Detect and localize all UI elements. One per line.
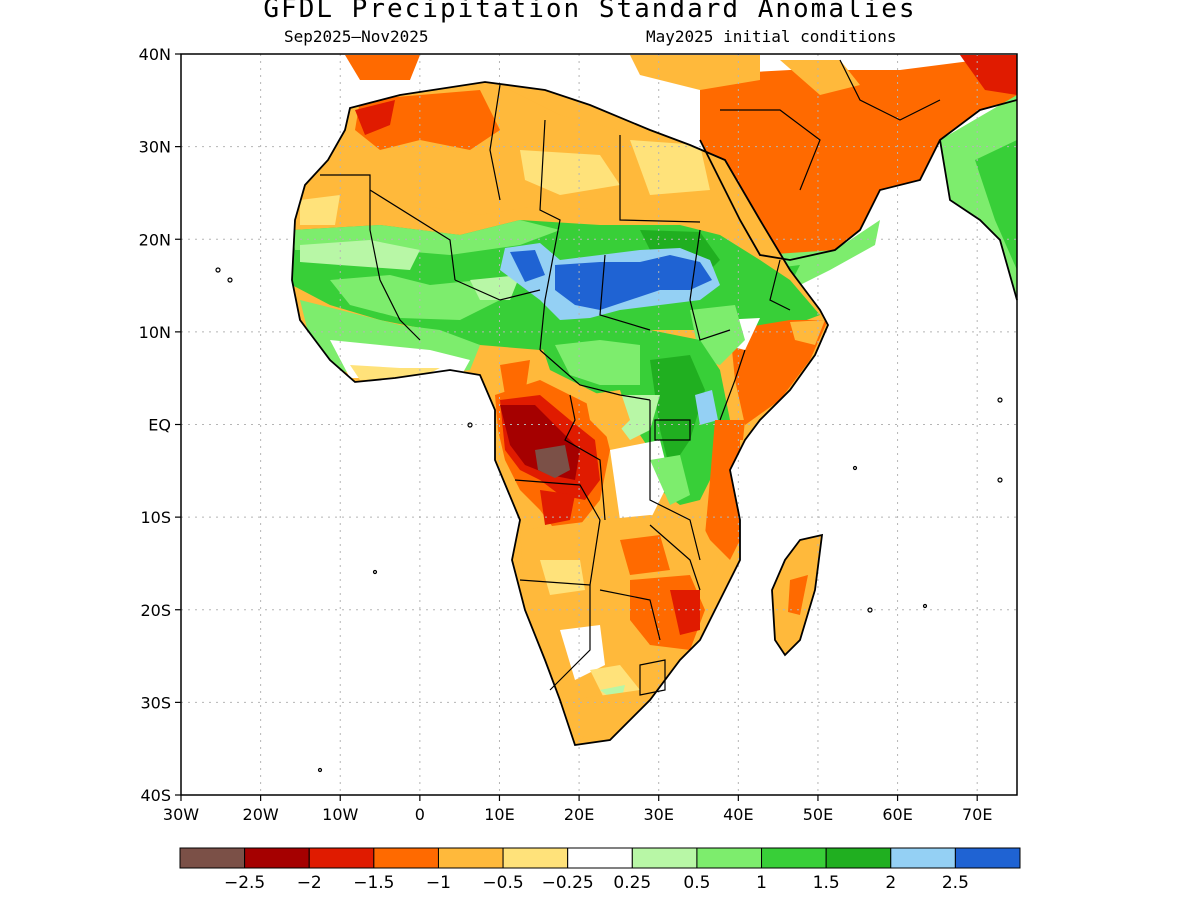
colorbar-label: −1.5 (353, 873, 394, 893)
lat-tick-label: 30N (139, 138, 171, 157)
lat-tick-label: 40S (140, 786, 171, 805)
colorbar-swatch (502, 847, 569, 869)
lat-tick-label: 10S (140, 508, 171, 527)
colorbar-label: −0.5 (482, 873, 523, 893)
colorbar-label: 1.5 (813, 873, 840, 893)
colorbar-swatch (954, 847, 1021, 869)
lon-tick-label: 10W (322, 805, 358, 824)
colorbar-label: 0.25 (613, 873, 651, 893)
colorbar-swatch (761, 847, 827, 869)
colorbar-label: 2 (885, 873, 896, 893)
lat-tick-label: 20S (140, 601, 171, 620)
country-borders (320, 59, 941, 696)
colorbar-swatch (373, 847, 439, 869)
lon-tick-label: 20W (243, 805, 279, 824)
colorbar-label: 1 (756, 873, 767, 893)
forecast-period: Sep2025–Nov2025 (284, 27, 429, 46)
lon-tick-label: 70E (962, 805, 992, 824)
longitude-axis: 30W 20W 10W 0 10E 20E 30E 40E 50E 60E 70E (163, 795, 992, 824)
lon-tick-label: 10E (484, 805, 514, 824)
colorbar-label: −0.25 (542, 873, 594, 893)
map-title: GFDL Precipitation Standard Anomalies (263, 0, 917, 24)
colorbar-swatch (244, 847, 310, 869)
lon-tick-label: 20E (564, 805, 594, 824)
colorbar-label: −2 (297, 873, 322, 893)
lon-tick-label: 50E (803, 805, 833, 824)
colorbar-label: −2.5 (224, 873, 265, 893)
mediterranean-anomaly-region (630, 55, 760, 90)
lon-tick-label: 40E (723, 805, 753, 824)
lat-tick-label: 40N (139, 45, 171, 64)
madagascar-core-region (788, 575, 808, 615)
graticule (181, 54, 1017, 795)
lon-tick-label: 30E (643, 805, 673, 824)
colorbar-swatch (308, 847, 375, 869)
colorbar-swatch (825, 847, 892, 869)
colorbar: −2.5 −2 −1.5 −1 −0.5 −0.25 0.25 0.5 1 1.5 2 2.5 (179, 847, 1021, 893)
latitude-axis: 40N 30N 20N 10N EQ 10S 20S 30S 40S (139, 45, 181, 805)
colorbar-label: 2.5 (942, 873, 969, 893)
lat-tick-label: 10N (139, 323, 171, 342)
initial-conditions: May2025 initial conditions (646, 27, 897, 46)
lat-tick-label: 30S (140, 693, 171, 712)
colorbar-label: 0.5 (683, 873, 710, 893)
lat-tick-label: EQ (148, 416, 171, 435)
lon-tick-label: 60E (882, 805, 912, 824)
colorbar-swatch (179, 847, 246, 869)
africa-anomaly-shading (292, 82, 828, 745)
colorbar-swatch (567, 847, 633, 869)
islands (215, 267, 1003, 773)
colorbar-swatch (696, 847, 763, 869)
colorbar-swatch (631, 847, 698, 869)
lon-tick-label: 0 (415, 805, 425, 824)
colorbar-label: −1 (426, 873, 451, 893)
colorbar-swatch (890, 847, 956, 869)
lat-tick-label: 20N (139, 230, 171, 249)
iberia-anomaly-region (345, 55, 420, 80)
colorbar-swatch (437, 847, 504, 869)
lon-tick-label: 30W (163, 805, 199, 824)
